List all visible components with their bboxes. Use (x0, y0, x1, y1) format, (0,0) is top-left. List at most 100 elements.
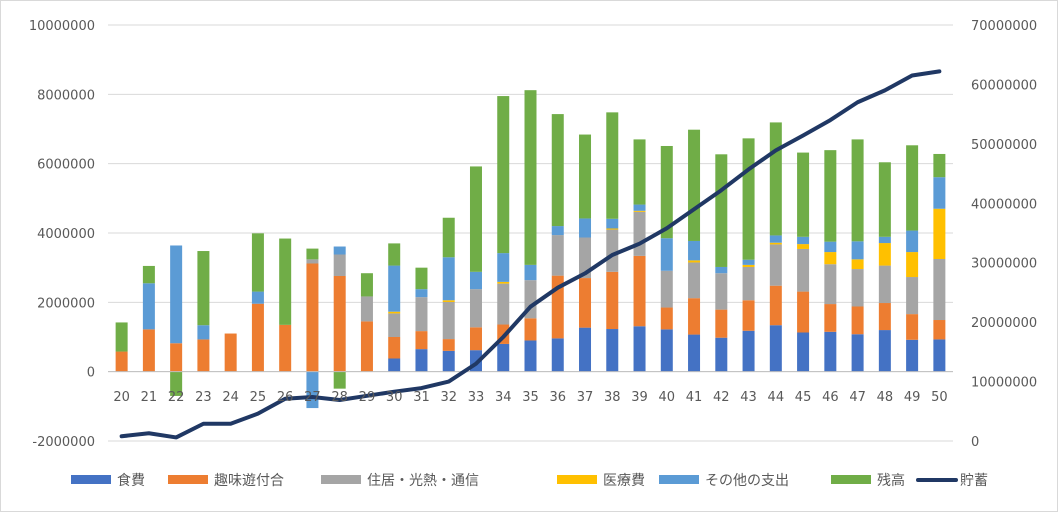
x-tick-label: 32 (440, 390, 457, 405)
bar-segment (142, 283, 155, 330)
x-tick-label: 33 (468, 390, 485, 405)
y-tick-label: -2000000 (32, 435, 95, 450)
x-tick-label: 47 (849, 390, 866, 405)
bar-segment (824, 331, 837, 372)
bar-segment (797, 291, 810, 333)
x-tick-label: 39 (631, 390, 648, 405)
bar-segment (442, 300, 455, 302)
bar-segment (606, 218, 619, 229)
bar-segment (170, 245, 183, 344)
bar-segment (742, 330, 755, 372)
bar-segment (878, 236, 891, 244)
bar-segment (715, 154, 728, 267)
bar-segment (742, 264, 755, 267)
bar-segment (769, 244, 782, 286)
y-axis-secondary: 70000000 60000000 50000000 40000000 30000000… (971, 19, 1037, 450)
bar-segment (824, 304, 837, 332)
bar-segment (306, 259, 319, 264)
x-tick-label: 24 (222, 390, 239, 405)
bar-segment (851, 269, 864, 307)
savings-line (119, 69, 942, 440)
bar-segment (333, 275, 346, 372)
bar-segment (388, 337, 401, 359)
bar-segment (688, 262, 701, 299)
bar-segment (306, 263, 319, 372)
bar-segment (633, 255, 646, 327)
bar-segment (551, 235, 564, 276)
bars-layer (115, 90, 946, 409)
bar-segment (660, 238, 673, 271)
bar-segment (742, 266, 755, 301)
bar-segment (824, 241, 837, 253)
bar-segment (469, 289, 482, 328)
bar-segment (524, 318, 537, 341)
bar-segment (769, 325, 782, 372)
y2-tick-label: 0 (971, 435, 979, 450)
bar-segment (360, 321, 373, 372)
y-tick-label: 2000000 (37, 296, 95, 311)
bar-segment (933, 177, 946, 209)
bar-segment (633, 204, 646, 211)
bar-segment (442, 339, 455, 351)
bar-segment (606, 228, 619, 230)
bar-segment (442, 350, 455, 372)
bar-segment (442, 217, 455, 258)
bar-segment (524, 340, 537, 372)
bar-segment (551, 338, 564, 372)
y2-tick-label: 50000000 (971, 138, 1037, 153)
bar-segment (442, 257, 455, 301)
bar-segment (360, 296, 373, 322)
y-axis-primary: 10000000 8000000 6000000 4000000 2000000 0 -20… (29, 19, 95, 450)
bar-segment (715, 266, 728, 274)
bar-segment (279, 324, 292, 372)
bar-segment (715, 309, 728, 338)
bar-segment (197, 339, 210, 372)
bar-segment (224, 333, 237, 372)
x-tick-label: 20 (113, 390, 130, 405)
bar-segment (633, 139, 646, 205)
bar-segment (769, 242, 782, 245)
bar-segment (442, 301, 455, 340)
x-tick-label: 30 (386, 390, 403, 405)
bar-segment (824, 150, 837, 242)
x-tick-label: 29 (359, 390, 376, 405)
bar-segment (933, 259, 946, 321)
y2-tick-label: 70000000 (971, 19, 1037, 34)
x-tick-label: 50 (931, 390, 948, 405)
bar-segment (878, 162, 891, 237)
x-tick-label: 38 (604, 390, 621, 405)
bar-segment (115, 322, 128, 352)
x-tick-label: 45 (795, 390, 812, 405)
x-tick-label: 22 (168, 390, 185, 405)
bar-segment (415, 331, 428, 350)
y2-tick-label: 60000000 (971, 78, 1037, 93)
y2-tick-label: 40000000 (971, 197, 1037, 212)
x-tick-label: 36 (549, 390, 566, 405)
y-tick-label: 0 (87, 366, 95, 381)
bar-segment (906, 230, 919, 253)
legend-label: 住居・光熱・通信 (367, 473, 479, 489)
bar-segment (878, 303, 891, 331)
y2-tick-label: 10000000 (971, 376, 1037, 391)
legend-swatch (71, 475, 111, 484)
bar-segment (878, 330, 891, 372)
bar-segment (524, 264, 537, 281)
bar-segment (497, 253, 510, 282)
bar-segment (415, 297, 428, 332)
bar-segment (388, 313, 401, 337)
bar-segment (851, 334, 864, 372)
bar-segment (933, 208, 946, 259)
bar-segment (851, 139, 864, 242)
bar-segment (306, 248, 319, 260)
bar-segment (279, 238, 292, 325)
bar-segment (797, 248, 810, 292)
bar-segment (251, 233, 264, 292)
legend-label: 食費 (117, 472, 145, 489)
bar-segment (906, 339, 919, 372)
bar-segment (715, 337, 728, 372)
bar-segment (933, 339, 946, 372)
legend-swatch (557, 475, 597, 484)
bar-segment (660, 307, 673, 330)
